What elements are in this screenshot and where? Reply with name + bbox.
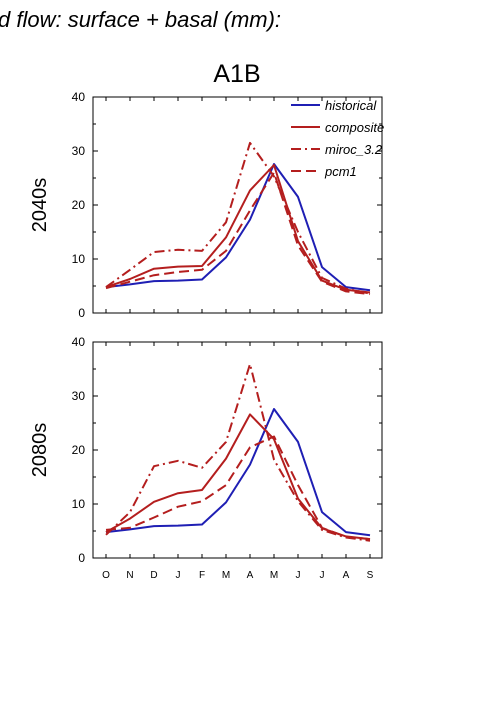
x-tick-label: J — [320, 570, 325, 581]
x-tick-label: N — [126, 570, 133, 581]
x-tick-label: M — [270, 570, 278, 581]
panel-label: 2040s — [29, 178, 51, 233]
series-line-miroc-3-2 — [105, 363, 371, 542]
y-tick-label: 30 — [72, 144, 86, 158]
y-tick-label: 0 — [78, 306, 85, 320]
x-tick-label: M — [222, 570, 230, 581]
x-tick-label: O — [102, 570, 110, 581]
figure-title: d flow: surface + basal (mm): — [0, 7, 281, 32]
y-tick-label: 20 — [72, 443, 86, 457]
y-tick-label: 10 — [72, 497, 86, 511]
panel-2080s: 0 10 20 30 40 O N D J F M A M J J A S 2080s — [29, 335, 383, 581]
series-line-pcm1 — [105, 435, 371, 541]
y-tick-label: 40 — [72, 90, 86, 104]
y-tick-label: 40 — [72, 335, 86, 349]
x-tick-label: A — [343, 570, 350, 581]
y-tick-label: 20 — [72, 198, 86, 212]
legend-label: pcm1 — [324, 164, 357, 179]
y-tick-label: 0 — [78, 551, 85, 565]
panel-2040s: 0 10 20 30 40 2040s historical composite miroc_3… — [29, 90, 384, 320]
x-tick-label: J — [296, 570, 301, 581]
x-tick-label: S — [367, 570, 374, 581]
y-tick-label: 30 — [72, 389, 86, 403]
series-line-historical — [105, 163, 371, 292]
x-tick-label: F — [199, 570, 205, 581]
series-line-pcm1 — [105, 171, 371, 296]
y-tick-label: 10 — [72, 252, 86, 266]
scenario-title: A1B — [213, 60, 260, 88]
x-tick-label: D — [150, 570, 157, 581]
series-line-miroc-3-2 — [105, 141, 371, 295]
series-line-composite — [105, 164, 371, 294]
x-tick-label: J — [176, 570, 181, 581]
series-line-historical — [105, 408, 371, 537]
panel-label: 2080s — [29, 423, 51, 478]
legend-label: historical — [325, 98, 377, 113]
legend-label: miroc_3.2 — [325, 142, 383, 157]
x-tick-label: A — [247, 570, 254, 581]
legend-label: composite — [325, 120, 384, 135]
